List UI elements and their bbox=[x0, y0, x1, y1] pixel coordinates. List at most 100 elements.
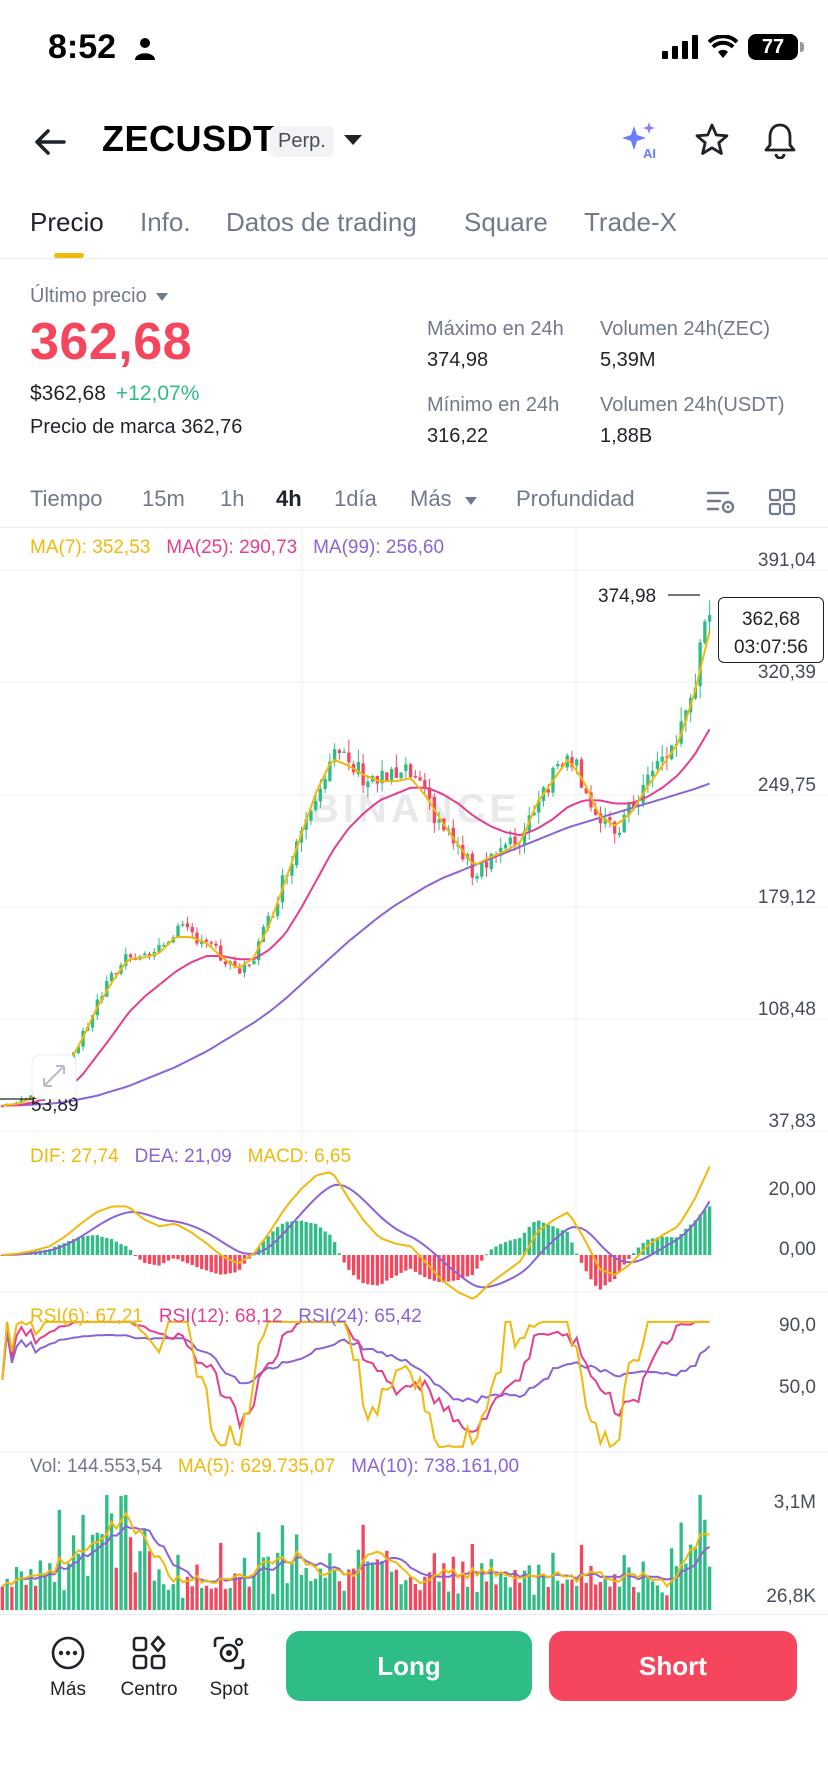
candle-body bbox=[185, 923, 190, 928]
volume-bar bbox=[29, 1569, 33, 1610]
tab-datos-de-trading[interactable]: Datos de trading bbox=[226, 207, 417, 237]
tab-precio[interactable]: Precio bbox=[30, 207, 104, 237]
volume-bar bbox=[394, 1569, 399, 1610]
rsi24-label: RSI(24): 65,42 bbox=[298, 1306, 422, 1327]
candle-body bbox=[579, 759, 584, 788]
status-time: 8:52 bbox=[48, 28, 117, 66]
macd-bar bbox=[200, 1255, 204, 1269]
macd-bar bbox=[627, 1255, 631, 1259]
vol-label: Vol: 144.553,54 bbox=[30, 1456, 163, 1477]
volume-bar bbox=[204, 1585, 209, 1610]
macd-bar bbox=[219, 1255, 223, 1275]
volume-bar bbox=[461, 1561, 465, 1610]
spot-button[interactable]: Spot bbox=[189, 1635, 269, 1701]
volume-bar bbox=[157, 1569, 161, 1610]
candle-body bbox=[622, 814, 626, 833]
volume-bar bbox=[295, 1534, 299, 1610]
volume-bar bbox=[33, 1585, 38, 1610]
candle-body bbox=[423, 780, 427, 788]
volume-bar bbox=[223, 1589, 228, 1610]
macd-bar bbox=[575, 1253, 579, 1255]
tab-trade-x[interactable]: Trade-X bbox=[584, 207, 677, 237]
interval-tiempo[interactable]: Tiempo bbox=[30, 486, 103, 511]
volume-bar bbox=[304, 1567, 308, 1610]
star-icon[interactable] bbox=[694, 122, 730, 158]
interval-depth[interactable]: Profundidad bbox=[516, 486, 635, 511]
volume-bar bbox=[494, 1584, 498, 1610]
interval-1h[interactable]: 1h bbox=[220, 486, 245, 511]
macd-bar bbox=[418, 1255, 422, 1275]
candlestick-chart[interactable]: BINANCE 374,98 53,89 391,04 320,39 249,7… bbox=[0, 528, 828, 1613]
candle-body bbox=[124, 954, 128, 966]
tab-info[interactable]: Info. bbox=[140, 207, 191, 237]
volume-bar bbox=[280, 1525, 285, 1610]
tab-square[interactable]: Square bbox=[464, 207, 548, 237]
candle-body bbox=[195, 932, 199, 944]
ma7-line bbox=[2, 630, 711, 1107]
candle-body bbox=[204, 939, 209, 942]
candle-body bbox=[242, 963, 247, 973]
macd-bar bbox=[522, 1232, 527, 1255]
macd-bar bbox=[423, 1255, 427, 1278]
volume-bar bbox=[19, 1571, 24, 1610]
back-arrow-icon[interactable] bbox=[30, 122, 70, 162]
volume-bar bbox=[366, 1561, 370, 1610]
short-button[interactable]: Short bbox=[549, 1631, 797, 1701]
candle-body bbox=[190, 926, 194, 933]
volume-bar bbox=[527, 1565, 531, 1610]
volume-bar bbox=[76, 1553, 80, 1610]
volume-bar bbox=[385, 1550, 389, 1610]
vol-tick-2: 26,8K bbox=[766, 1586, 816, 1607]
candle-body bbox=[546, 789, 550, 793]
bell-icon[interactable] bbox=[762, 121, 798, 159]
macd-bar bbox=[105, 1238, 109, 1255]
last-price-label-row[interactable]: Último precio bbox=[30, 285, 242, 308]
volume-bar bbox=[646, 1577, 650, 1610]
volume-bar bbox=[351, 1568, 356, 1610]
long-button[interactable]: Long bbox=[286, 1631, 532, 1701]
volume-bar bbox=[71, 1535, 76, 1610]
candle-body bbox=[347, 752, 351, 763]
volume-bar bbox=[114, 1567, 118, 1610]
apps-grid-icon bbox=[132, 1635, 166, 1670]
macd-bar bbox=[233, 1255, 237, 1273]
candle-body bbox=[660, 756, 664, 762]
macd-bar bbox=[636, 1247, 641, 1255]
volume-bar bbox=[532, 1594, 536, 1610]
candle-body bbox=[646, 774, 650, 786]
chart-area[interactable]: BINANCE 374,98 53,89 391,04 320,39 249,7… bbox=[0, 528, 828, 1613]
ai-sparkle-icon[interactable]: AI bbox=[620, 120, 662, 160]
volume-bar bbox=[399, 1584, 403, 1610]
macd-bar bbox=[560, 1230, 565, 1255]
interval-4h[interactable]: 4h bbox=[276, 486, 302, 511]
volume-bar bbox=[584, 1582, 588, 1610]
macd-bar bbox=[584, 1255, 588, 1272]
volume-bar bbox=[228, 1587, 232, 1610]
interval-15m[interactable]: 15m bbox=[142, 486, 185, 511]
grid-layout-icon[interactable] bbox=[768, 488, 796, 516]
ma25-line bbox=[2, 728, 711, 1107]
perp-badge: Perp. bbox=[270, 126, 334, 157]
volume-bar bbox=[589, 1565, 593, 1610]
interval-1dia[interactable]: 1día bbox=[334, 486, 377, 511]
center-button[interactable]: Centro bbox=[109, 1635, 189, 1701]
more-button[interactable]: Más bbox=[28, 1635, 108, 1701]
candle-body bbox=[584, 788, 588, 794]
interval-more[interactable]: Más bbox=[410, 486, 478, 512]
candle-body bbox=[570, 757, 574, 768]
chevron-down-icon[interactable] bbox=[342, 132, 364, 148]
macd-bar bbox=[518, 1237, 522, 1255]
volume-bar bbox=[674, 1566, 679, 1610]
volume-legend: Vol: 144.553,54 MA(5): 629.735,07 MA(10)… bbox=[30, 1456, 519, 1478]
chart-settings-icon[interactable] bbox=[706, 488, 736, 516]
macd-bar bbox=[465, 1255, 470, 1277]
macd-bar bbox=[162, 1255, 166, 1264]
macd-bar bbox=[470, 1255, 474, 1276]
symbol-title[interactable]: ZECUSDT bbox=[102, 118, 276, 159]
candle-body bbox=[380, 770, 384, 784]
ma7-label: MA(7): 352,53 bbox=[30, 537, 151, 558]
candle-body bbox=[427, 787, 432, 799]
volume-bar bbox=[309, 1581, 313, 1610]
macd-bar bbox=[81, 1236, 85, 1255]
macd-bar bbox=[446, 1255, 451, 1282]
